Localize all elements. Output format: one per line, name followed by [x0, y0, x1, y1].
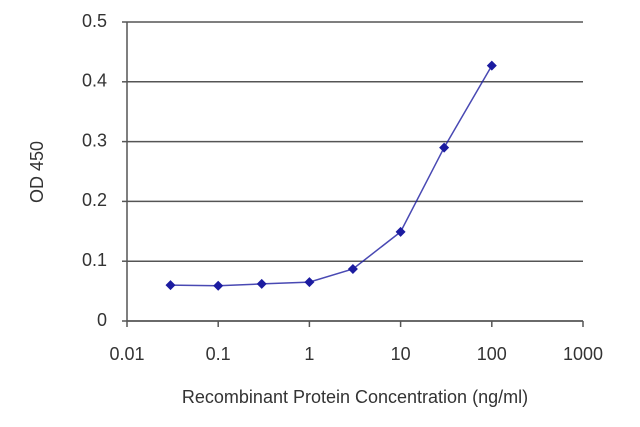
- y-tick-label: 0.1: [82, 250, 107, 270]
- data-point: [439, 142, 450, 153]
- y-tick-label: 0: [97, 310, 107, 330]
- x-tick-label: 1000: [563, 344, 603, 364]
- data-point: [304, 277, 315, 288]
- y-tick-label: 0.4: [82, 71, 107, 91]
- data-point: [256, 278, 267, 289]
- x-tick-label: 100: [477, 344, 507, 364]
- y-tick-label: 0.2: [82, 190, 107, 210]
- data-point: [165, 280, 176, 291]
- data-point: [213, 280, 224, 291]
- x-tick-label: 0.1: [206, 344, 231, 364]
- x-tick-label: 1: [304, 344, 314, 364]
- x-tick-label: 10: [391, 344, 411, 364]
- series-line: [170, 65, 493, 287]
- y-axis-label: OD 450: [27, 141, 47, 203]
- data-point: [486, 60, 497, 71]
- x-axis-label: Recombinant Protein Concentration (ng/ml…: [182, 387, 528, 407]
- data-point: [395, 226, 406, 237]
- x-tick-label: 0.01: [109, 344, 144, 364]
- y-tick-label: 0.5: [82, 11, 107, 31]
- y-tick-label: 0.3: [82, 130, 107, 150]
- data-point: [347, 263, 358, 274]
